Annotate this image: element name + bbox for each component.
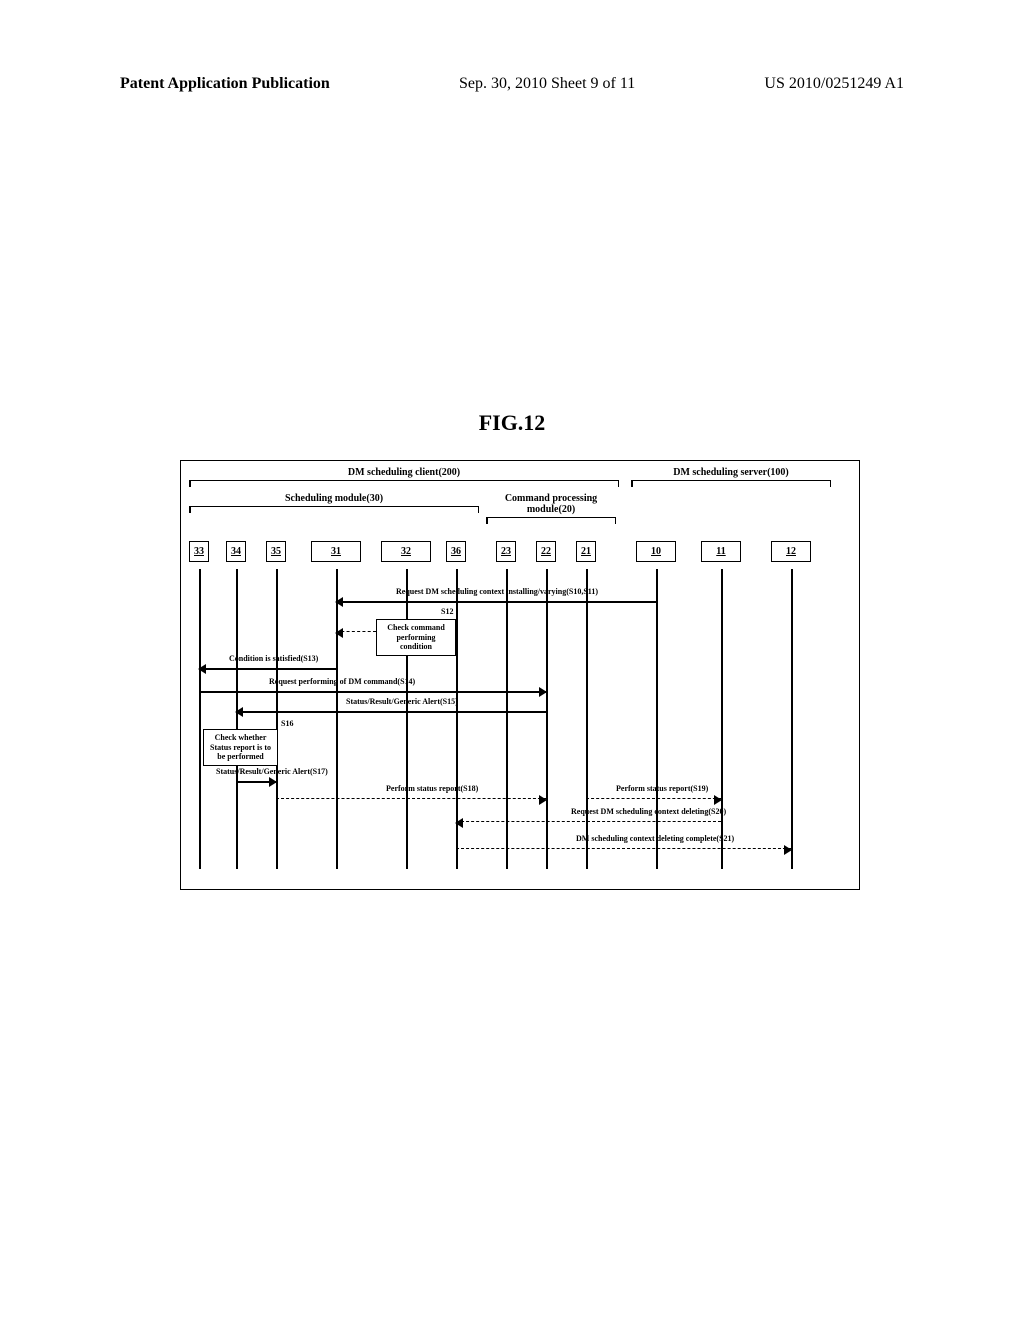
lifeline-10: 10 <box>636 541 676 562</box>
line-10 <box>656 569 658 869</box>
label-s16: S16 <box>281 719 293 728</box>
header-right: US 2010/0251249 A1 <box>764 75 904 93</box>
bracket-sched-label: Scheduling module(30) <box>189 493 479 504</box>
box-check-status-text: Check whether Status report is to be per… <box>210 733 271 761</box>
box-check-status: Check whether Status report is to be per… <box>203 729 278 766</box>
line-33 <box>199 569 201 869</box>
line-11 <box>721 569 723 869</box>
lifeline-21: 21 <box>576 541 596 562</box>
msg-s15-text: Status/Result/Generic Alert(S15) <box>346 697 458 706</box>
msg-s18-text: Perform status report(S18) <box>386 784 478 793</box>
msg-s14-text: Request performing of DM command(S14) <box>269 677 415 686</box>
lifeline-11: 11 <box>701 541 741 562</box>
figure-title: FIG.12 <box>0 410 1024 436</box>
lifeline-36: 36 <box>446 541 466 562</box>
lifeline-23: 23 <box>496 541 516 562</box>
bracket-server: DM scheduling server(100) <box>631 467 831 486</box>
lifeline-35: 35 <box>266 541 286 562</box>
line-22 <box>546 569 548 869</box>
msg-s10-s11-text: Request DM scheduling context installing… <box>396 587 598 596</box>
bracket-client-label: DM scheduling client(200) <box>189 467 619 478</box>
line-31 <box>336 569 338 869</box>
msg-s13-text: Condition is satisfied(S13) <box>229 654 318 663</box>
bracket-sched-module: Scheduling module(30) <box>189 493 479 512</box>
msg-s21-text: DM scheduling context deleting complete(… <box>576 834 734 843</box>
bracket-client: DM scheduling client(200) <box>189 467 619 486</box>
sequence-diagram: DM scheduling client(200) DM scheduling … <box>180 460 860 890</box>
lifeline-34: 34 <box>226 541 246 562</box>
bracket-server-label: DM scheduling server(100) <box>631 467 831 478</box>
bracket-cmd-module: Command processing module(20) <box>486 493 616 523</box>
lifeline-32: 32 <box>381 541 431 562</box>
msg-s19-text: Perform status report(S19) <box>616 784 708 793</box>
lifeline-22: 22 <box>536 541 556 562</box>
label-s12: S12 <box>441 607 453 616</box>
line-35 <box>276 569 278 869</box>
lifeline-12: 12 <box>771 541 811 562</box>
line-12 <box>791 569 793 869</box>
page-header: Patent Application Publication Sep. 30, … <box>0 75 1024 93</box>
bracket-cmd-label: Command processing module(20) <box>486 493 616 515</box>
line-21 <box>586 569 588 869</box>
msg-s17-text: Status/Result/Generic Alert(S17) <box>216 767 328 776</box>
header-center: Sep. 30, 2010 Sheet 9 of 11 <box>459 75 635 93</box>
box-check-command-text: Check command performing condition <box>387 623 445 651</box>
line-34 <box>236 569 238 869</box>
line-23 <box>506 569 508 869</box>
lifeline-31: 31 <box>311 541 361 562</box>
line-32 <box>406 569 408 869</box>
lifeline-33: 33 <box>189 541 209 562</box>
header-left: Patent Application Publication <box>120 75 330 93</box>
box-check-command: Check command performing condition <box>376 619 456 656</box>
msg-s20-text: Request DM scheduling context deleting(S… <box>571 807 726 816</box>
